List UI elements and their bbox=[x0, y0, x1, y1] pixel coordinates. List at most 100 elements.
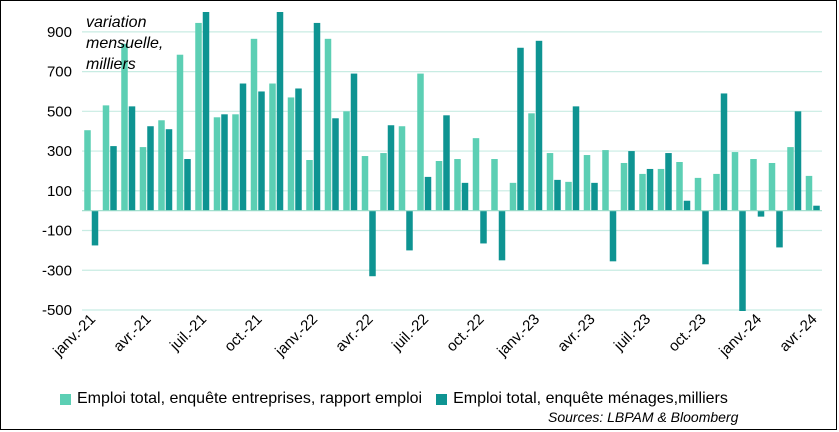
bar-2 bbox=[535, 40, 543, 211]
legend-label-series-1: Emploi total, enquête entreprises, rappo… bbox=[77, 390, 423, 407]
bar-2 bbox=[147, 126, 154, 211]
bar-2 bbox=[221, 114, 228, 211]
bar-1 bbox=[713, 173, 720, 211]
y-tick-label: 900 bbox=[47, 24, 72, 41]
bar-1 bbox=[121, 43, 128, 211]
bar-1 bbox=[139, 147, 147, 211]
bar-2 bbox=[91, 210, 99, 246]
bar-1 bbox=[805, 175, 813, 211]
bar-2 bbox=[332, 118, 339, 211]
y-tick-label: -300 bbox=[42, 262, 72, 279]
bar-1 bbox=[195, 22, 202, 211]
bar-2 bbox=[609, 210, 617, 262]
bar-2 bbox=[295, 88, 302, 211]
bar-1 bbox=[176, 54, 184, 211]
bar-1 bbox=[620, 162, 628, 211]
y-tick-label: 700 bbox=[47, 64, 72, 81]
y-tick-label: 300 bbox=[47, 143, 72, 160]
bar-2 bbox=[443, 115, 450, 211]
bar-2 bbox=[572, 106, 580, 211]
bar-2 bbox=[128, 106, 136, 211]
bar-1 bbox=[546, 153, 554, 211]
bar-1 bbox=[232, 114, 239, 211]
bar-1 bbox=[287, 97, 295, 211]
bar-1 bbox=[639, 173, 646, 211]
x-tick-label: janv.-24 bbox=[715, 311, 765, 361]
y-tick-label: 500 bbox=[47, 103, 72, 120]
legend-item-series-2: Emploi total, enquête ménages,milliers bbox=[436, 390, 728, 408]
bar-2 bbox=[739, 210, 746, 311]
bar-2 bbox=[628, 151, 635, 211]
bar-1 bbox=[509, 182, 517, 211]
bar-2 bbox=[683, 200, 691, 211]
bar-1 bbox=[768, 162, 776, 211]
y-tick-label: -500 bbox=[42, 302, 72, 319]
bar-1 bbox=[343, 111, 350, 211]
bar-2 bbox=[276, 12, 284, 211]
x-tick-label: avr.-24 bbox=[776, 311, 820, 355]
bar-1 bbox=[102, 105, 110, 211]
x-tick-label: oct.-23 bbox=[665, 311, 709, 355]
legend-item-series-1: Emploi total, enquête entreprises, rappo… bbox=[60, 390, 422, 408]
bar-2 bbox=[258, 91, 265, 211]
bar-1 bbox=[583, 155, 591, 211]
y-axis-label: variation mensuelle, milliers bbox=[86, 14, 164, 73]
bar-2 bbox=[498, 210, 506, 261]
bar-2 bbox=[313, 22, 321, 211]
bar-1 bbox=[435, 161, 443, 211]
bar-2 bbox=[517, 47, 524, 211]
y-tick-label: 100 bbox=[47, 183, 72, 200]
bar-1 bbox=[676, 161, 683, 211]
bar-2 bbox=[813, 205, 820, 211]
source-note: Sources: LBPAM & Bloomberg bbox=[548, 409, 739, 425]
x-tick-label: oct.-22 bbox=[443, 311, 487, 355]
bar-1 bbox=[694, 177, 702, 211]
bar-1 bbox=[750, 159, 757, 211]
bar-2 bbox=[554, 179, 561, 211]
x-tick-label: avr.-22 bbox=[332, 311, 376, 355]
bar-2 bbox=[424, 176, 432, 211]
bar-1 bbox=[324, 38, 332, 211]
bar-2 bbox=[646, 168, 654, 211]
bar-1 bbox=[269, 83, 276, 211]
bar-1 bbox=[84, 130, 91, 211]
bar-2 bbox=[387, 125, 395, 211]
bar-1 bbox=[528, 113, 535, 211]
bar-1 bbox=[491, 159, 498, 211]
bar-2 bbox=[350, 73, 358, 211]
bar-1 bbox=[306, 160, 313, 211]
bar-2 bbox=[461, 182, 469, 211]
x-tick-label: avr.-23 bbox=[554, 311, 598, 355]
y-tick-label: -100 bbox=[42, 223, 72, 240]
bar-2 bbox=[665, 153, 672, 211]
bar-2 bbox=[406, 210, 413, 251]
bar-2 bbox=[369, 210, 376, 277]
legend: Emploi total, enquête entreprises, rappo… bbox=[60, 390, 742, 408]
bar-2 bbox=[480, 210, 487, 244]
legend-swatch-series-2 bbox=[436, 393, 448, 405]
x-tick-labels: janv.-21 avr.-21 juil.-21 oct.-21 janv.-22 av… bbox=[49, 311, 820, 361]
bar-1 bbox=[657, 168, 665, 211]
bar-1 bbox=[380, 153, 387, 211]
bar-1 bbox=[787, 147, 794, 211]
bar-1 bbox=[602, 150, 609, 211]
bar-2 bbox=[184, 159, 191, 211]
bar-2 bbox=[202, 12, 210, 211]
bar-1 bbox=[472, 138, 480, 211]
bar-2 bbox=[776, 210, 783, 248]
x-tick-label: juil.-22 bbox=[388, 311, 432, 355]
bar-2 bbox=[110, 146, 117, 211]
bar-1 bbox=[731, 152, 739, 211]
bar-1 bbox=[158, 120, 165, 211]
bar-1 bbox=[565, 181, 572, 211]
bars bbox=[84, 12, 820, 311]
bar-1 bbox=[250, 38, 258, 211]
bar-2 bbox=[720, 93, 728, 211]
bar-1 bbox=[417, 73, 424, 211]
x-tick-label: oct.-21 bbox=[221, 311, 265, 355]
x-tick-label: juil.-23 bbox=[610, 311, 654, 355]
x-tick-label: juil.-21 bbox=[166, 311, 210, 355]
x-tick-label: janv.-23 bbox=[493, 311, 543, 361]
bar-2 bbox=[239, 83, 247, 211]
